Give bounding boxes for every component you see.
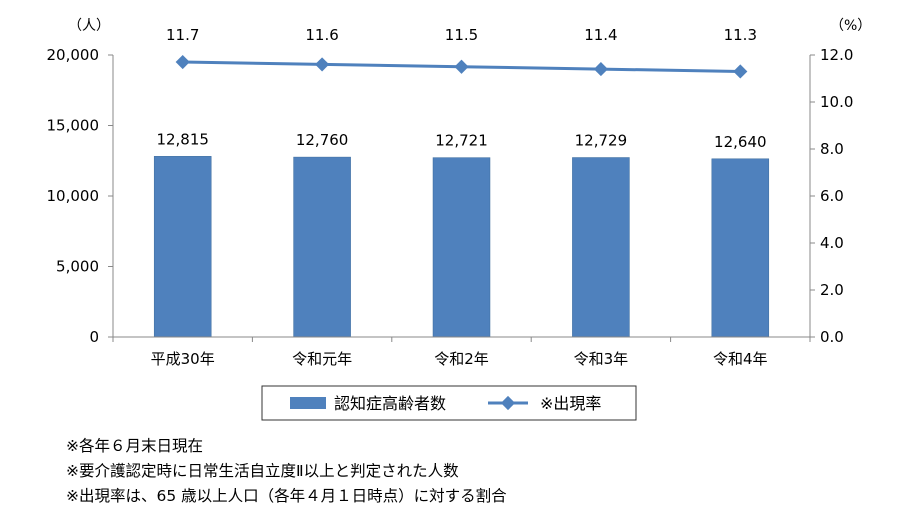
left-axis-tick-label: 10,000 <box>47 187 100 205</box>
line-series <box>175 54 748 79</box>
line-point <box>315 57 330 72</box>
category-label: 平成30年 <box>151 350 215 368</box>
bar <box>711 158 770 338</box>
right-axis-unit-label: （%） <box>830 18 871 34</box>
legend: 認知症高齢者数 ※出現率 <box>261 385 637 421</box>
bar <box>432 157 491 338</box>
left-axis: 0 5,000 10,000 15,000 20,000 <box>47 46 113 346</box>
line-point <box>454 59 469 74</box>
line-data-labels: 11.7 11.6 11.5 11.4 11.3 <box>166 26 757 44</box>
bar-series <box>153 156 770 338</box>
right-axis-tick-label: 10.0 <box>820 93 853 111</box>
line-data-label: 11.3 <box>724 26 757 44</box>
left-axis-tick-label: 15,000 <box>47 117 100 135</box>
bar <box>572 157 630 338</box>
category-label: 令和4年 <box>713 350 768 368</box>
right-axis-tick-label: 12.0 <box>820 46 853 64</box>
right-axis-tick-label: 0.0 <box>820 328 844 346</box>
footnote: ※出現率は、65 歳以上人口（各年４月１日時点）に対する割合 <box>66 487 507 505</box>
right-axis-tick-label: 2.0 <box>820 281 844 299</box>
bar-data-label: 12,640 <box>714 133 767 151</box>
legend-bar-label: 認知症高齢者数 <box>334 394 446 413</box>
bar-data-labels: 12,815 12,760 12,721 12,729 12,640 <box>156 130 766 150</box>
line-data-label: 11.4 <box>584 26 617 44</box>
right-axis-tick-label: 6.0 <box>820 187 844 205</box>
line-point <box>733 64 748 79</box>
category-label: 令和3年 <box>574 350 629 368</box>
right-axis: 0.0 2.0 4.0 6.0 8.0 10.0 12.0 <box>810 46 853 346</box>
left-axis-tick-label: 0 <box>89 328 99 346</box>
left-axis-tick-label: 5,000 <box>56 258 99 276</box>
chart: （人） （%） 0 5,000 10,000 15,000 20,000 0.0 2.0 4… <box>47 18 871 421</box>
legend-line-marker <box>500 395 516 411</box>
legend-line-label: ※出現率 <box>540 394 601 413</box>
right-axis-tick-label: 8.0 <box>820 140 844 158</box>
category-label: 令和2年 <box>434 350 489 368</box>
bar <box>153 156 212 338</box>
bar-data-label: 12,815 <box>156 130 209 148</box>
bar-data-label: 12,729 <box>575 132 628 150</box>
bar <box>293 156 351 338</box>
left-axis-unit-label: （人） <box>68 18 110 34</box>
category-axis-labels: 平成30年 令和元年 令和2年 令和3年 令和4年 <box>112 337 811 368</box>
footnote: ※各年６月末日現在 <box>66 437 203 455</box>
line-data-label: 11.6 <box>305 26 338 44</box>
line-data-label: 11.5 <box>445 26 478 44</box>
category-label: 令和元年 <box>292 350 352 368</box>
right-axis-tick-label: 4.0 <box>820 234 844 252</box>
footnote: ※要介護認定時に日常生活自立度Ⅱ以上と判定された人数 <box>66 462 459 480</box>
line-point <box>593 62 608 77</box>
footnotes: ※各年６月末日現在 ※要介護認定時に日常生活自立度Ⅱ以上と判定された人数 ※出現… <box>66 434 507 509</box>
line-data-label: 11.7 <box>166 26 199 44</box>
legend-bar-swatch <box>290 397 326 409</box>
left-axis-tick-label: 20,000 <box>47 46 100 64</box>
line-point <box>175 54 190 70</box>
bar-data-label: 12,760 <box>296 131 349 149</box>
bar-data-label: 12,721 <box>435 132 488 150</box>
